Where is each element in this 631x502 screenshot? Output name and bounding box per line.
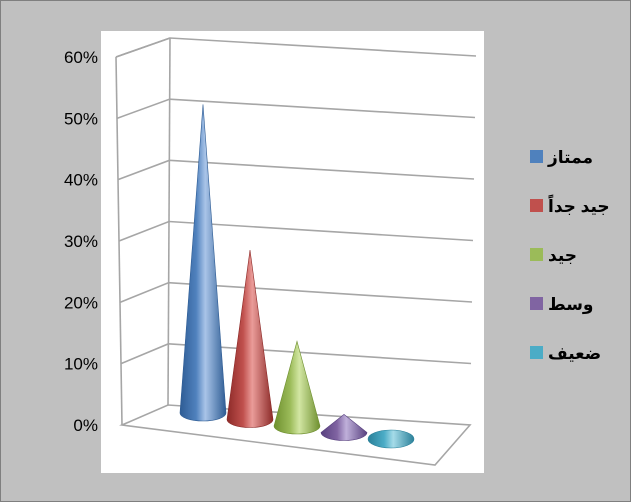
gridline [120, 343, 472, 365]
gridline [116, 98, 476, 120]
legend: ممتاز جيد جداً جيد وسط ضعيف [530, 148, 610, 363]
gridline [117, 159, 475, 181]
y-tick-label: 50% [64, 109, 98, 128]
gridline [115, 37, 477, 58]
cone-body [273, 340, 321, 435]
cone-series [179, 104, 415, 449]
cone-4 [320, 413, 368, 441]
legend-swatch [530, 150, 543, 163]
gridlines [115, 37, 477, 365]
y-tick-label: 10% [64, 355, 98, 374]
cone-body [320, 413, 368, 441]
y-tick-label: 30% [64, 232, 98, 251]
y-tick-label: 20% [64, 293, 98, 312]
legend-label: جيد [548, 246, 577, 265]
gridline [119, 281, 473, 304]
legend-swatch [530, 346, 543, 359]
legend-label: جيد جداً [548, 193, 610, 216]
cone-1 [179, 104, 227, 422]
legend-item-2: جيد جداً [530, 193, 610, 216]
y-axis-ticks: 0% 10% 20% 30% 40% 50% 60% [64, 48, 98, 435]
y-tick-label: 60% [64, 48, 98, 67]
legend-label: ممتاز [547, 148, 593, 167]
cone-5 [367, 429, 415, 449]
cone-body [226, 250, 274, 428]
legend-swatch [530, 248, 543, 261]
y-tick-label: 40% [64, 171, 98, 190]
chart-floor [119, 404, 472, 466]
legend-item-5: ضعيف [530, 344, 601, 363]
gridline [118, 220, 474, 242]
cone-2 [226, 250, 274, 428]
legend-item-3: جيد [530, 246, 577, 265]
legend-item-1: ممتاز [530, 148, 593, 167]
legend-label: ضعيف [548, 344, 601, 363]
legend-swatch [530, 297, 543, 310]
legend-label: وسط [548, 295, 594, 315]
legend-item-4: وسط [530, 295, 594, 315]
cone-base [367, 429, 415, 449]
cone-body [179, 104, 227, 422]
legend-swatch [530, 199, 543, 212]
cone-3 [273, 340, 321, 435]
y-tick-label: 0% [73, 416, 98, 435]
